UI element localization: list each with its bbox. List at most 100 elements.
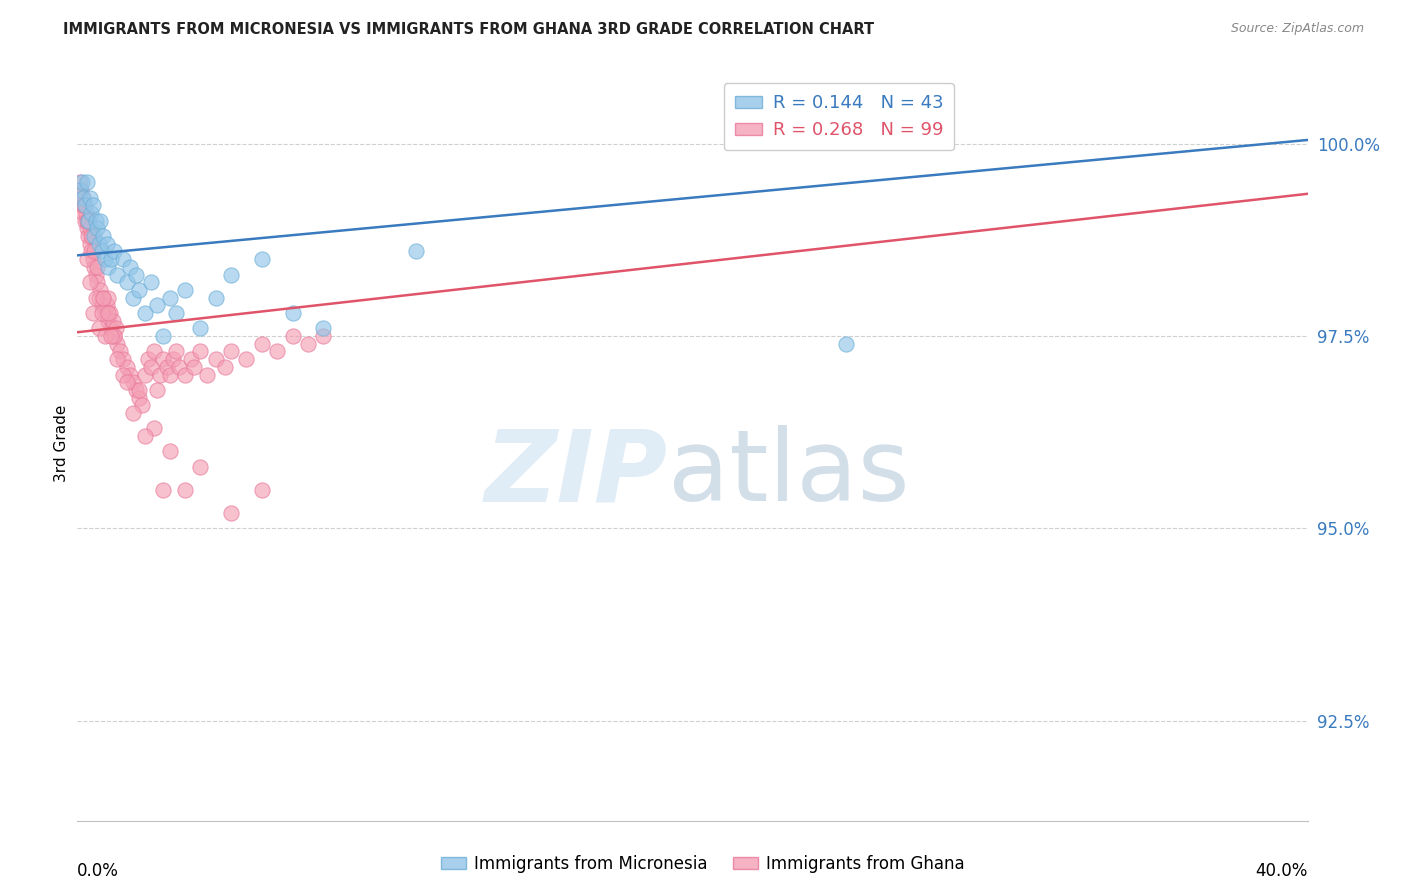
Point [93, 291, 115, 305]
Point [312, 329, 335, 343]
Point [105, 352, 128, 367]
Point [86, 221, 108, 235]
Point [69, 175, 91, 189]
Point [79, 191, 101, 205]
Point [219, 506, 242, 520]
Point [312, 321, 335, 335]
Point [67, 183, 90, 197]
Point [141, 359, 163, 374]
Point [72, 206, 94, 220]
Point [180, 352, 202, 367]
Point [219, 344, 242, 359]
Point [118, 368, 141, 382]
Point [167, 359, 190, 374]
Point [110, 344, 132, 359]
Point [297, 336, 319, 351]
Point [103, 329, 125, 343]
Point [69, 183, 91, 197]
Point [165, 306, 187, 320]
Point [115, 275, 138, 289]
Point [115, 376, 138, 390]
Text: 0.0%: 0.0% [77, 862, 120, 880]
Point [86, 275, 108, 289]
Point [73, 198, 96, 212]
Point [87, 321, 110, 335]
Point [250, 252, 273, 267]
Point [97, 306, 120, 320]
Point [105, 268, 128, 282]
Point [250, 483, 273, 497]
Point [219, 268, 242, 282]
Point [82, 306, 104, 320]
Point [162, 352, 184, 367]
Point [72, 198, 94, 212]
Point [118, 260, 141, 274]
Point [195, 368, 218, 382]
Point [174, 368, 197, 382]
Point [125, 268, 148, 282]
Point [86, 260, 108, 274]
Point [93, 229, 115, 244]
Point [281, 329, 304, 343]
Point [103, 244, 125, 259]
Point [72, 191, 94, 205]
Point [77, 213, 100, 227]
Point [79, 221, 101, 235]
Point [125, 383, 148, 397]
Point [235, 352, 257, 367]
Point [134, 306, 156, 320]
Text: 40.0%: 40.0% [1256, 862, 1308, 880]
Point [250, 336, 273, 351]
Point [94, 329, 117, 343]
Point [69, 191, 91, 205]
Point [94, 306, 117, 320]
Point [204, 352, 226, 367]
Point [84, 213, 107, 227]
Point [82, 229, 104, 244]
Point [281, 306, 304, 320]
Text: Source: ZipAtlas.com: Source: ZipAtlas.com [1230, 22, 1364, 36]
Point [80, 229, 103, 244]
Point [100, 252, 122, 267]
Point [100, 329, 122, 343]
Point [143, 344, 166, 359]
Point [80, 206, 103, 220]
Point [121, 291, 143, 305]
Point [96, 236, 118, 251]
Point [70, 183, 93, 197]
Point [104, 321, 127, 335]
Point [83, 260, 105, 274]
Point [112, 368, 135, 382]
Y-axis label: 3rd Grade: 3rd Grade [53, 405, 69, 483]
Point [79, 236, 101, 251]
Point [152, 329, 174, 343]
Point [98, 306, 121, 320]
Point [103, 329, 125, 343]
Point [134, 429, 156, 443]
Legend: R = 0.144   N = 43, R = 0.268   N = 99: R = 0.144 N = 43, R = 0.268 N = 99 [724, 84, 955, 150]
Point [174, 283, 197, 297]
Point [141, 275, 163, 289]
Point [97, 291, 120, 305]
Point [77, 229, 100, 244]
Point [90, 306, 114, 320]
Point [87, 236, 110, 251]
Point [82, 252, 104, 267]
Point [188, 321, 212, 335]
Point [83, 244, 105, 259]
Point [84, 268, 107, 282]
Point [93, 291, 115, 305]
Point [121, 406, 143, 420]
Point [266, 344, 288, 359]
Point [188, 344, 212, 359]
Point [112, 352, 135, 367]
Point [101, 314, 124, 328]
Point [128, 383, 150, 397]
Point [73, 213, 96, 227]
Point [90, 244, 114, 259]
Point [70, 175, 93, 189]
Point [97, 260, 120, 274]
Point [128, 391, 150, 405]
Point [174, 483, 197, 497]
Point [96, 298, 118, 312]
